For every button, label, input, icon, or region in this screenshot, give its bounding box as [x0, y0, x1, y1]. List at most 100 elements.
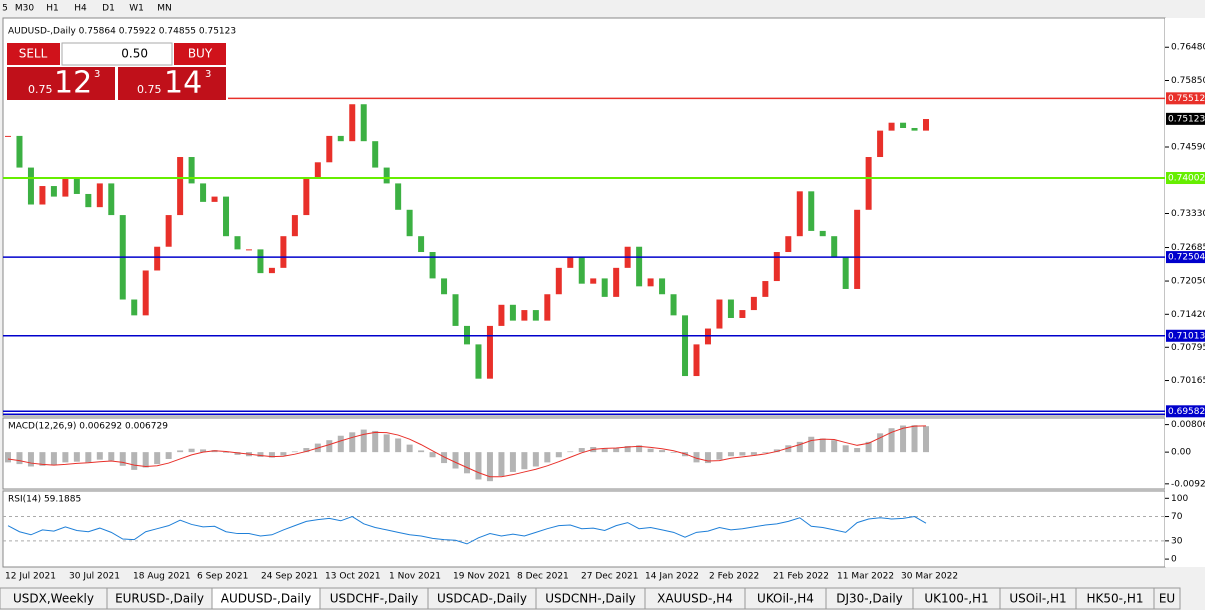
candle — [509, 304, 516, 321]
candle — [911, 127, 918, 131]
x-tick-label: 30 Mar 2022 — [901, 572, 958, 582]
macd-bar — [486, 452, 493, 482]
macd-bar — [521, 452, 528, 470]
tab-label: EURUSD-,Daily — [115, 592, 204, 606]
bid-small: 3 — [94, 69, 100, 80]
x-tick-label: 30 Jul 2021 — [69, 572, 120, 582]
candle — [636, 246, 643, 287]
macd-label: MACD(12,26,9) 0.006292 0.006729 — [8, 422, 168, 432]
candle — [303, 178, 310, 216]
tab-label: USDCHF-,Daily — [330, 592, 418, 606]
macd-bar — [223, 452, 230, 453]
bid-prefix: 0.75 — [28, 83, 53, 96]
sell-text: SELL — [19, 47, 48, 61]
macd-bar — [670, 452, 677, 453]
rsi-line — [7, 515, 927, 545]
macd-bar — [888, 428, 895, 453]
macd-bar — [636, 445, 643, 453]
volume-input[interactable] — [61, 42, 173, 66]
timeframe-button[interactable]: D1 — [102, 4, 115, 14]
macd-bar — [62, 452, 69, 463]
buy-button[interactable] — [174, 43, 226, 65]
macd-bar — [475, 452, 482, 480]
macd-bar — [727, 452, 734, 457]
candle — [16, 135, 23, 168]
x-tick-label: 24 Sep 2021 — [261, 572, 318, 582]
macd-bar — [716, 452, 723, 460]
x-tick-label: 1 Nov 2021 — [389, 572, 441, 582]
candle — [682, 315, 689, 377]
x-tick-label: 8 Dec 2021 — [517, 572, 569, 582]
candle — [165, 215, 172, 247]
candle — [5, 135, 11, 137]
level-tag — [1166, 405, 1205, 418]
candle — [280, 236, 287, 268]
bid-box[interactable] — [7, 67, 115, 100]
macd-bar — [234, 452, 241, 455]
macd-bar — [750, 452, 757, 455]
macd-bar — [326, 440, 333, 453]
macd-bar — [796, 441, 803, 453]
x-tick-label: 18 Aug 2021 — [133, 572, 191, 582]
timeframe-button[interactable]: H4 — [74, 4, 87, 14]
candle — [865, 157, 872, 210]
macd-bar — [693, 452, 700, 463]
candle — [693, 344, 700, 377]
timeframe-button[interactable]: M30 — [15, 4, 34, 14]
macd-bar — [877, 433, 884, 453]
level-tag — [1166, 329, 1205, 342]
macd-bar — [429, 452, 436, 458]
y-tick-label: 0 — [1171, 555, 1177, 565]
tab[interactable] — [1153, 587, 1181, 610]
macd-bar — [200, 449, 207, 453]
candle — [544, 294, 551, 321]
timeframe-button[interactable]: W1 — [129, 4, 144, 14]
tab-label: UK100-,H1 — [924, 592, 988, 606]
macd-bar — [85, 452, 92, 463]
y-tick-label: 70 — [1171, 512, 1183, 522]
macd-bar — [831, 440, 838, 453]
macd-bar — [911, 425, 918, 453]
macd-bar — [177, 450, 184, 453]
tab-label: USDCNH-,Daily — [545, 592, 636, 606]
candle — [154, 246, 161, 271]
candle — [498, 304, 505, 326]
timeframe-button[interactable]: MN — [157, 4, 172, 14]
x-tick-label: 11 Mar 2022 — [837, 572, 894, 582]
macd-bar — [406, 444, 413, 453]
macd-bar — [383, 434, 390, 453]
timeframe-button[interactable]: 5 — [2, 4, 8, 14]
timeframe-button[interactable]: H1 — [46, 4, 59, 14]
candle — [314, 162, 321, 179]
candle — [521, 310, 528, 321]
bid-big: 12 — [54, 66, 92, 101]
candle — [257, 249, 264, 274]
macd-bar — [188, 448, 195, 453]
macd-bar — [154, 452, 161, 465]
tab-label: USDCAD-,Daily — [437, 592, 527, 606]
x-tick-label: 14 Jan 2022 — [645, 572, 699, 582]
macd-bar — [142, 452, 149, 468]
tab-label: USOil-,H1 — [1009, 592, 1066, 606]
candle — [601, 278, 608, 297]
price-axis — [1165, 18, 1205, 567]
tab-label: HK50-,H1 — [1087, 592, 1144, 606]
candle — [349, 104, 356, 142]
macd-bar — [395, 438, 402, 453]
macd-bar — [16, 452, 23, 465]
sell-button[interactable] — [7, 43, 60, 65]
ask-box[interactable] — [118, 67, 226, 100]
macd-bar — [762, 452, 769, 453]
candle — [854, 209, 861, 289]
macd-bar — [739, 452, 746, 456]
macd-bar — [854, 448, 861, 453]
y-tick-label: 0.008061 — [1171, 420, 1205, 430]
candle — [877, 130, 884, 158]
macd-bar — [624, 445, 631, 453]
y-tick-label: 0.70795 — [1171, 343, 1205, 353]
y-tick-label: 30 — [1171, 536, 1183, 546]
x-tick-label: 19 Nov 2021 — [453, 572, 511, 582]
macd-bar — [464, 452, 470, 474]
candle — [923, 119, 929, 131]
